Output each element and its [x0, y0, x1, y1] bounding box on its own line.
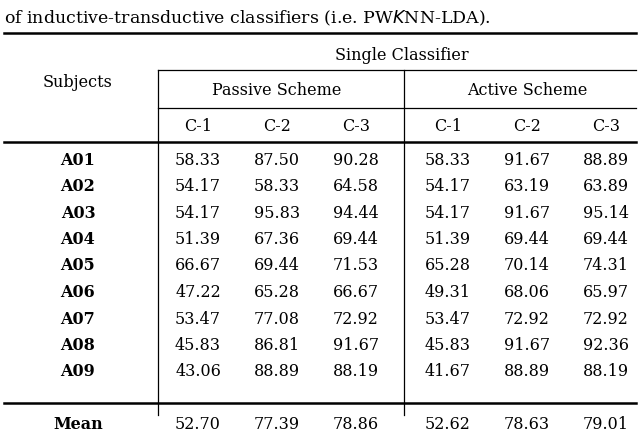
Text: 72.92: 72.92 [333, 311, 379, 327]
Text: 65.97: 65.97 [583, 284, 629, 301]
Text: 53.47: 53.47 [425, 311, 471, 327]
Text: A08: A08 [61, 337, 95, 354]
Text: 58.33: 58.33 [175, 152, 221, 168]
Text: A06: A06 [61, 284, 95, 301]
Text: 52.62: 52.62 [425, 416, 471, 433]
Text: 95.83: 95.83 [254, 205, 300, 222]
Text: 67.36: 67.36 [254, 231, 300, 248]
Text: 69.44: 69.44 [504, 231, 550, 248]
Text: C-2: C-2 [513, 117, 541, 135]
Text: 54.17: 54.17 [175, 178, 221, 195]
Text: 91.67: 91.67 [504, 205, 550, 222]
Text: 70.14: 70.14 [504, 257, 550, 275]
Text: A07: A07 [61, 311, 95, 327]
Text: A02: A02 [61, 178, 95, 195]
Text: 41.67: 41.67 [425, 364, 471, 381]
Text: Subjects: Subjects [43, 74, 113, 90]
Text: Passive Scheme: Passive Scheme [212, 82, 342, 98]
Text: 86.81: 86.81 [254, 337, 300, 354]
Text: Mean: Mean [53, 416, 103, 433]
Text: 66.67: 66.67 [175, 257, 221, 275]
Text: 92.36: 92.36 [583, 337, 629, 354]
Text: A01: A01 [61, 152, 95, 168]
Text: C-1: C-1 [184, 117, 212, 135]
Text: 58.33: 58.33 [425, 152, 471, 168]
Text: C-2: C-2 [263, 117, 291, 135]
Text: 54.17: 54.17 [175, 205, 221, 222]
Text: 65.28: 65.28 [425, 257, 471, 275]
Text: 91.67: 91.67 [504, 152, 550, 168]
Text: A09: A09 [61, 364, 95, 381]
Text: 65.28: 65.28 [254, 284, 300, 301]
Text: 58.33: 58.33 [254, 178, 300, 195]
Text: 51.39: 51.39 [425, 231, 471, 248]
Text: 77.39: 77.39 [254, 416, 300, 433]
Text: 88.19: 88.19 [583, 364, 629, 381]
Text: 51.39: 51.39 [175, 231, 221, 248]
Text: 66.67: 66.67 [333, 284, 379, 301]
Text: A05: A05 [61, 257, 95, 275]
Text: 74.31: 74.31 [583, 257, 629, 275]
Text: 77.08: 77.08 [254, 311, 300, 327]
Text: 71.53: 71.53 [333, 257, 379, 275]
Text: 43.06: 43.06 [175, 364, 221, 381]
Text: 54.17: 54.17 [425, 205, 471, 222]
Text: 88.89: 88.89 [583, 152, 629, 168]
Text: 90.28: 90.28 [333, 152, 379, 168]
Text: 95.14: 95.14 [583, 205, 629, 222]
Text: 69.44: 69.44 [333, 231, 379, 248]
Text: 63.19: 63.19 [504, 178, 550, 195]
Text: 78.63: 78.63 [504, 416, 550, 433]
Text: 45.83: 45.83 [425, 337, 471, 354]
Text: Single Classifier: Single Classifier [335, 47, 469, 63]
Text: Active Scheme: Active Scheme [467, 82, 587, 98]
Text: C-3: C-3 [592, 117, 620, 135]
Text: 69.44: 69.44 [583, 231, 629, 248]
Text: 79.01: 79.01 [583, 416, 629, 433]
Text: 78.86: 78.86 [333, 416, 379, 433]
Text: 64.58: 64.58 [333, 178, 379, 195]
Text: 54.17: 54.17 [425, 178, 471, 195]
Text: 94.44: 94.44 [333, 205, 379, 222]
Text: 63.89: 63.89 [583, 178, 629, 195]
Text: 91.67: 91.67 [504, 337, 550, 354]
Text: 72.92: 72.92 [583, 311, 629, 327]
Text: 47.22: 47.22 [175, 284, 221, 301]
Text: 87.50: 87.50 [254, 152, 300, 168]
Text: 52.70: 52.70 [175, 416, 221, 433]
Text: 68.06: 68.06 [504, 284, 550, 301]
Text: 88.89: 88.89 [254, 364, 300, 381]
Text: 72.92: 72.92 [504, 311, 550, 327]
Text: C-3: C-3 [342, 117, 370, 135]
Text: 69.44: 69.44 [254, 257, 300, 275]
Text: A03: A03 [61, 205, 95, 222]
Text: 88.19: 88.19 [333, 364, 379, 381]
Text: A04: A04 [61, 231, 95, 248]
Text: 53.47: 53.47 [175, 311, 221, 327]
Text: 49.31: 49.31 [425, 284, 471, 301]
Text: of inductive-transductive classifiers (i.e. PW$\mathit{K}$NN-LDA).: of inductive-transductive classifiers (i… [4, 8, 491, 27]
Text: 45.83: 45.83 [175, 337, 221, 354]
Text: 91.67: 91.67 [333, 337, 379, 354]
Text: 88.89: 88.89 [504, 364, 550, 381]
Text: C-1: C-1 [434, 117, 462, 135]
